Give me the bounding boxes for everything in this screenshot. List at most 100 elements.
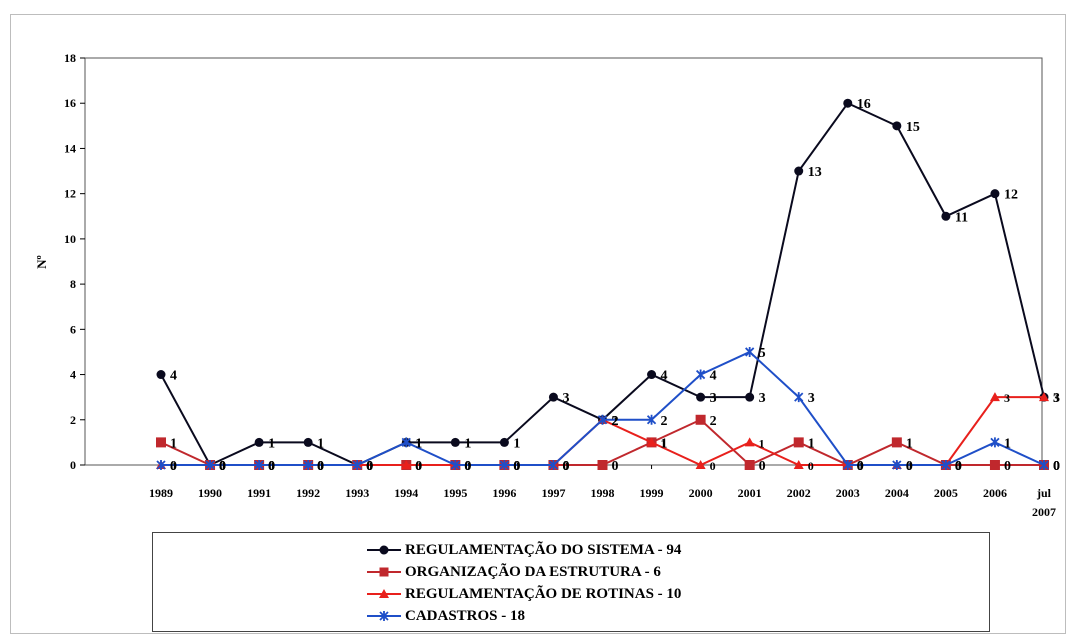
y-tick-label: 8 — [70, 277, 76, 291]
data-label: 2 — [612, 414, 619, 429]
chart-legend: REGULAMENTAÇÃO DO SISTEMA - 94 ORGANIZAÇ… — [152, 532, 990, 632]
data-label: 0 — [1053, 459, 1060, 474]
data-point — [254, 460, 264, 470]
data-label: 2 — [661, 414, 668, 429]
y-tick-label: 10 — [64, 232, 76, 246]
data-label: 16 — [857, 97, 871, 112]
data-point — [401, 460, 412, 469]
y-tick-label: 6 — [70, 322, 76, 336]
data-label: 0 — [219, 459, 225, 473]
legend-item-regulamentacao-rotinas: REGULAMENTAÇÃO DE ROTINAS - 10 — [367, 585, 681, 603]
data-point — [745, 392, 755, 402]
data-label: 0 — [219, 459, 226, 474]
data-label: 1 — [661, 436, 668, 451]
x-tick-label: 1999 — [640, 486, 664, 500]
x-tick-label: 2006 — [983, 486, 1007, 500]
legend-marker-triangle — [367, 589, 401, 598]
data-label: 0 — [857, 459, 863, 473]
x-tick-label: jul — [1036, 486, 1052, 500]
data-label: 1 — [513, 436, 520, 451]
data-point — [499, 460, 510, 470]
y-tick-label: 14 — [64, 141, 76, 155]
x-tick-label: 2004 — [885, 486, 909, 500]
data-label: 0 — [710, 459, 716, 473]
data-label: 1 — [759, 436, 765, 450]
data-point — [156, 460, 166, 470]
data-point — [646, 437, 657, 447]
x-tick-label: 2005 — [934, 486, 958, 500]
data-point — [1039, 392, 1049, 402]
data-label: 0 — [170, 459, 176, 473]
data-label: 1 — [415, 436, 422, 451]
data-point — [695, 460, 706, 469]
data-label: 0 — [759, 459, 766, 474]
data-label: 1 — [808, 436, 815, 451]
data-label: 0 — [513, 459, 520, 474]
data-point — [892, 121, 902, 131]
data-label: 0 — [464, 459, 470, 473]
x-tick-label: 2007 — [1032, 505, 1056, 519]
data-label: 11 — [955, 210, 968, 225]
data-label: 0 — [1053, 459, 1060, 474]
data-point — [695, 414, 706, 425]
y-tick-label: 18 — [64, 51, 76, 65]
data-label: 0 — [562, 459, 569, 474]
data-label: 0 — [955, 459, 962, 474]
data-label: 0 — [464, 459, 471, 474]
x-tick-label: 2000 — [689, 486, 713, 500]
data-point — [303, 437, 313, 447]
data-point — [548, 460, 559, 470]
x-tick-label: 1989 — [149, 486, 173, 500]
x-tick-label: 2002 — [787, 486, 811, 500]
data-label: 0 — [219, 459, 226, 474]
data-label: 3 — [759, 391, 766, 406]
data-point — [843, 460, 853, 470]
data-point — [597, 414, 608, 425]
data-point — [401, 437, 411, 448]
data-label: 0 — [366, 459, 373, 474]
y-tick-label: 2 — [70, 413, 76, 427]
y-tick-label: 0 — [70, 458, 76, 472]
data-label: 0 — [317, 459, 323, 473]
data-label: 1 — [268, 436, 275, 451]
data-point — [646, 414, 657, 425]
x-tick-label: 1991 — [247, 486, 271, 500]
data-label: 0 — [268, 459, 275, 474]
data-label: 4 — [170, 369, 177, 384]
data-label: 0 — [366, 459, 373, 474]
x-tick-label: 2001 — [738, 486, 762, 500]
data-label: 12 — [1004, 188, 1018, 203]
data-point — [695, 369, 706, 380]
data-label: 0 — [808, 459, 814, 473]
data-label: 1 — [170, 436, 177, 451]
series-line — [161, 396, 1044, 467]
x-tick-label: 1990 — [198, 486, 222, 500]
data-point — [499, 437, 509, 447]
x-tick-label: 2003 — [836, 486, 860, 500]
y-tick-label: 4 — [70, 368, 76, 382]
data-label: 0 — [317, 459, 324, 474]
data-label: 1 — [464, 436, 471, 451]
data-label: 0 — [955, 459, 961, 473]
data-point — [745, 346, 755, 357]
data-point — [156, 370, 166, 380]
x-tick-label: 1995 — [443, 486, 467, 500]
data-point — [794, 166, 804, 176]
data-label: 0 — [612, 459, 619, 474]
data-label: 1 — [1004, 436, 1011, 451]
data-label: 0 — [415, 459, 422, 474]
data-point — [744, 437, 755, 447]
data-label: 3 — [808, 391, 815, 406]
data-label: 0 — [268, 459, 274, 473]
data-point — [352, 460, 362, 470]
data-point — [990, 189, 1000, 199]
data-label: 0 — [562, 459, 569, 474]
data-point — [989, 392, 1000, 402]
data-point — [450, 460, 460, 470]
legend-item-cadastros: CADASTROS - 18 — [367, 607, 525, 625]
data-point — [1039, 460, 1049, 470]
data-label: 0 — [857, 459, 864, 474]
data-label: 1 — [906, 436, 913, 451]
data-point — [647, 370, 657, 380]
data-label: 0 — [317, 459, 324, 474]
